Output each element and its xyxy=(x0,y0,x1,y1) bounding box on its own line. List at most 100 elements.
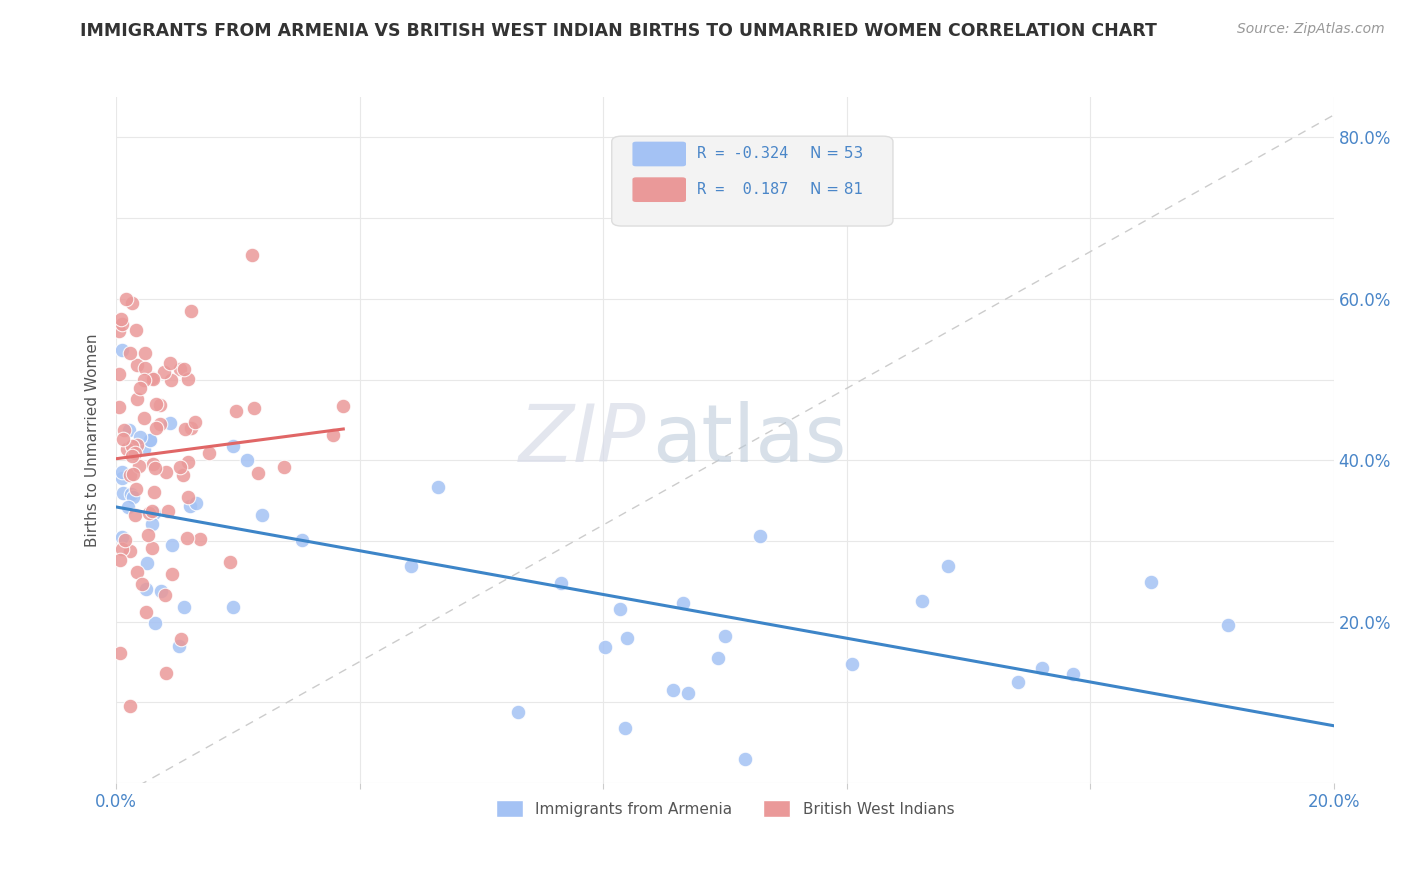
Point xyxy=(131,577,153,591)
Point xyxy=(142,506,165,520)
Point xyxy=(139,433,162,447)
Point xyxy=(135,605,157,619)
Point xyxy=(155,466,177,480)
Point xyxy=(129,381,152,395)
Y-axis label: Births to Unmarried Women: Births to Unmarried Women xyxy=(86,334,100,547)
Point xyxy=(127,438,149,452)
Point xyxy=(936,559,959,574)
Point xyxy=(149,398,172,412)
Point xyxy=(128,429,150,443)
Point xyxy=(706,651,728,665)
Point xyxy=(138,506,160,520)
Point xyxy=(135,582,157,596)
Point xyxy=(118,698,141,713)
Point xyxy=(291,533,314,547)
Point xyxy=(108,367,131,381)
Point xyxy=(1062,666,1084,681)
Point xyxy=(155,665,177,680)
Point xyxy=(153,588,176,602)
Point xyxy=(141,504,163,518)
Point xyxy=(159,416,181,430)
Point xyxy=(235,452,257,467)
Point xyxy=(143,615,166,630)
Point xyxy=(121,487,143,501)
Point xyxy=(111,530,134,544)
Point xyxy=(120,345,142,359)
Point xyxy=(247,466,270,480)
Point xyxy=(121,490,143,504)
Point xyxy=(169,362,191,376)
Point xyxy=(111,471,134,485)
Text: ZIP: ZIP xyxy=(519,401,645,479)
Point xyxy=(114,423,136,437)
Point xyxy=(115,442,138,457)
Point xyxy=(676,686,699,700)
Point xyxy=(145,420,167,434)
Point xyxy=(108,646,131,660)
Point xyxy=(177,372,200,386)
Point xyxy=(136,527,159,541)
Point xyxy=(911,593,934,607)
Point xyxy=(125,483,148,497)
Point xyxy=(225,404,247,418)
Point xyxy=(177,455,200,469)
Point xyxy=(197,445,219,459)
Point xyxy=(609,602,631,616)
Point xyxy=(134,361,156,376)
Point xyxy=(127,392,149,406)
Point xyxy=(1031,661,1053,675)
Point xyxy=(177,490,200,504)
Point xyxy=(134,345,156,359)
Point xyxy=(124,508,146,523)
Point xyxy=(174,422,197,436)
Point xyxy=(841,657,863,671)
Point xyxy=(153,366,176,380)
Point xyxy=(134,442,156,457)
Text: Source: ZipAtlas.com: Source: ZipAtlas.com xyxy=(1237,22,1385,37)
Point xyxy=(1140,574,1163,589)
Point xyxy=(159,356,181,370)
Point xyxy=(121,439,143,453)
Text: IMMIGRANTS FROM ARMENIA VS BRITISH WEST INDIAN BIRTHS TO UNMARRIED WOMEN CORRELA: IMMIGRANTS FROM ARMENIA VS BRITISH WEST … xyxy=(80,22,1157,40)
Point xyxy=(613,721,636,735)
Text: N = 81: N = 81 xyxy=(810,182,863,197)
Point xyxy=(128,458,150,473)
Point xyxy=(273,460,295,475)
Point xyxy=(399,559,422,574)
Point xyxy=(122,467,145,482)
Point xyxy=(616,631,638,645)
Point xyxy=(141,541,163,555)
Point xyxy=(142,457,165,471)
Point xyxy=(593,640,616,654)
Point xyxy=(184,496,207,510)
Point xyxy=(672,596,695,610)
Point xyxy=(160,566,183,581)
Point xyxy=(141,370,163,384)
Point xyxy=(661,682,683,697)
FancyBboxPatch shape xyxy=(633,142,686,166)
Point xyxy=(1007,675,1029,690)
Point xyxy=(1218,618,1240,632)
Point xyxy=(111,317,134,331)
Point xyxy=(111,433,134,447)
Point xyxy=(179,500,201,514)
Text: R = -0.324: R = -0.324 xyxy=(697,146,789,161)
Point xyxy=(112,485,135,500)
Point xyxy=(180,304,202,318)
Point xyxy=(142,484,165,499)
Point xyxy=(160,538,183,552)
Point xyxy=(121,296,143,310)
Point xyxy=(142,372,165,386)
Point xyxy=(108,401,131,415)
Point xyxy=(240,248,263,262)
Point xyxy=(172,468,194,483)
Point xyxy=(176,531,198,545)
Point xyxy=(110,311,132,326)
Point xyxy=(141,516,163,531)
Point xyxy=(124,446,146,460)
Point xyxy=(159,373,181,387)
Point xyxy=(145,397,167,411)
Point xyxy=(125,566,148,580)
Point xyxy=(188,532,211,546)
Point xyxy=(110,553,132,567)
